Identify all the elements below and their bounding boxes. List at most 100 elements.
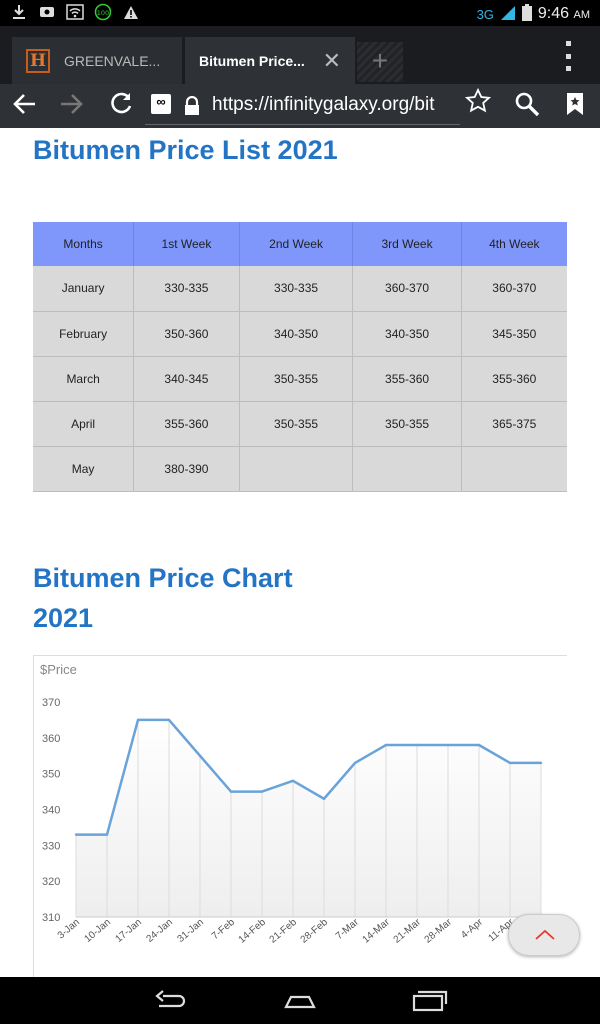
warning-icon [122, 3, 140, 21]
y-tick-label: 330 [42, 840, 60, 852]
nav-recent-apps-icon[interactable] [399, 985, 459, 1017]
tab-label: Bitumen Price... [199, 52, 305, 69]
tab-bitumen-price[interactable]: Bitumen Price... ✕ [185, 37, 355, 84]
table-header-row: Months 1st Week 2nd Week 3rd Week 4th We… [33, 222, 567, 266]
data-point [477, 743, 481, 747]
clock-ampm: AM [573, 9, 591, 21]
header-week-3: 3rd Week [352, 222, 462, 266]
data-point [167, 718, 171, 722]
data-point [198, 754, 202, 757]
url-underline [145, 124, 460, 125]
x-tick-label: 28-Feb [299, 917, 331, 946]
svg-text:100: 100 [97, 9, 109, 17]
x-tick-label: 7-Mar [334, 916, 362, 942]
wifi-box-icon [66, 3, 84, 21]
data-point [260, 790, 264, 793]
x-tick-label: 21-Feb [268, 917, 300, 946]
y-tick-label: 370 [42, 697, 60, 709]
page-content: Bitumen Price List 2021 Months 1st Week … [0, 128, 600, 977]
system-nav-bar [0, 977, 600, 1024]
table-cell: 350-355 [239, 356, 354, 402]
network-type: 3G [476, 6, 494, 22]
scroll-to-top-button[interactable] [508, 914, 580, 956]
table-cell: 380-390 [133, 446, 240, 492]
bookmark-star-icon[interactable] [463, 87, 493, 120]
media-icon [38, 3, 56, 21]
data-point [539, 761, 543, 765]
chevron-up-icon [535, 929, 555, 940]
table-row: February 350-360 340-350 340-350 345-350 [33, 311, 567, 357]
table-cell: 355-360 [352, 356, 462, 402]
x-tick-label: 31-Jan [175, 917, 205, 945]
data-point [446, 743, 450, 747]
table-row: January 330-335 330-335 360-370 360-370 [33, 266, 567, 312]
table-cell: 340-350 [352, 311, 462, 357]
x-tick-label: 28-Mar [423, 916, 455, 945]
table-cell: 350-360 [133, 311, 240, 357]
search-icon[interactable] [512, 90, 542, 122]
table-row: April 355-360 350-355 350-355 365-375 [33, 401, 567, 447]
tab-greenvale[interactable]: H GREENVALE... [12, 37, 182, 84]
url-field[interactable]: https://infinitygalaxy.org/bit [212, 94, 435, 115]
table-cell: 360-370 [461, 266, 567, 312]
data-point [322, 797, 326, 800]
nav-home-icon[interactable] [270, 985, 330, 1017]
table-cell: 365-375 [461, 401, 567, 447]
header-week-1: 1st Week [133, 222, 240, 266]
table-cell: 330-335 [239, 266, 354, 312]
clock-time: 9:46 [537, 5, 570, 22]
table-row: March 340-345 350-355 355-360 355-360 [33, 356, 567, 402]
x-tick-label: 21-Mar [392, 916, 424, 945]
header-week-4: 4th Week [461, 222, 567, 266]
signal-icon [500, 5, 516, 24]
table-cell: May [33, 446, 135, 492]
close-tab-icon[interactable]: ✕ [322, 48, 341, 73]
reload-icon[interactable] [104, 90, 138, 122]
greenvale-favicon: H [26, 48, 50, 73]
table-row: May 380-390 [33, 446, 567, 492]
x-tick-label: 14-Feb [237, 917, 269, 946]
tab-label: GREENVALE... [64, 52, 161, 69]
series-area [76, 719, 541, 917]
back-arrow-icon[interactable] [8, 90, 42, 122]
bookmarks-icon[interactable] [560, 90, 590, 122]
overflow-menu-icon[interactable] [563, 41, 573, 71]
nav-back-icon[interactable] [141, 985, 201, 1017]
data-point [508, 761, 512, 765]
x-tick-label: 7-Feb [210, 917, 237, 942]
table-cell [352, 446, 462, 492]
tab-strip: H GREENVALE... Bitumen Price... ✕ + [0, 26, 600, 84]
data-point [105, 833, 109, 836]
data-point [291, 779, 295, 783]
table-cell: 360-370 [352, 266, 462, 312]
price-chart: $Price 310 320 330 340 350 360 370 3-Jan 10-Jan 17… [33, 655, 567, 977]
y-axis-label: $Price [40, 662, 77, 677]
new-tab-button[interactable]: + [357, 42, 403, 82]
download-icon [10, 3, 28, 21]
data-point [353, 761, 357, 765]
y-tick-label: 310 [42, 912, 60, 924]
data-point [384, 743, 388, 747]
table-cell: 350-355 [352, 401, 462, 447]
table-cell: 355-360 [461, 356, 567, 402]
table-cell [461, 446, 567, 492]
data-point [229, 790, 233, 793]
price-table: Months 1st Week 2nd Week 3rd Week 4th We… [33, 222, 567, 492]
table-cell: April [33, 401, 135, 447]
site-favicon-icon: ∞ [151, 94, 171, 114]
header-week-2: 2nd Week [239, 222, 354, 266]
data-point [136, 718, 140, 722]
battery-icon [521, 4, 532, 24]
y-tick-label: 350 [42, 769, 60, 781]
price-chart-heading: Bitumen Price Chart 2021 [33, 563, 293, 633]
x-tick-label: 4-Apr [459, 916, 485, 941]
forward-arrow-icon[interactable] [54, 90, 88, 122]
battery-saver-icon: 100 [94, 3, 112, 21]
x-tick-label: 24-Jan [144, 917, 174, 945]
table-cell: 340-345 [133, 356, 240, 402]
lock-icon [183, 95, 201, 115]
clock: 9:46 AM [538, 5, 590, 23]
table-cell: January [33, 266, 135, 312]
